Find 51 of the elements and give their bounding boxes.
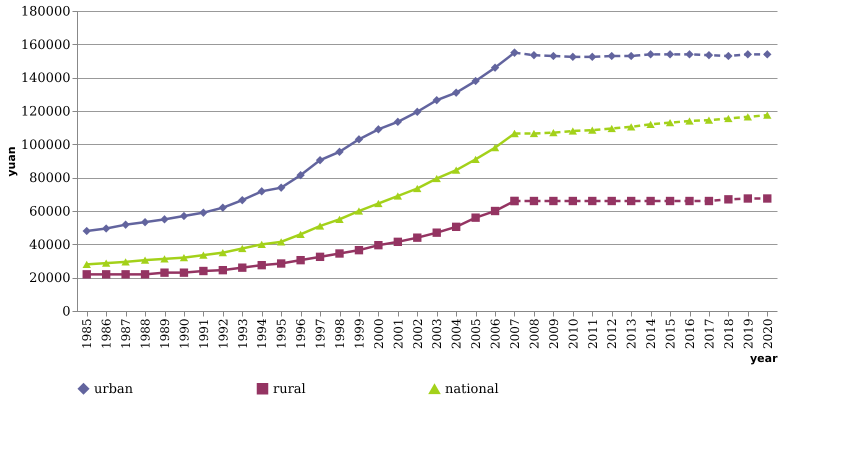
legend-label: urban	[94, 382, 134, 397]
x-tick-label: 1990	[177, 318, 192, 350]
x-tick-label: 2014	[644, 318, 658, 350]
x-tick-label: 1997	[314, 318, 328, 350]
y-tick-label: 140000	[20, 71, 70, 86]
x-tick-label: 1989	[158, 318, 172, 350]
x-tick-label: 2003	[430, 318, 444, 350]
x-tick-label: 2007	[508, 318, 522, 350]
x-tick-label: 1988	[138, 318, 153, 350]
x-tick-label: 2006	[488, 318, 503, 350]
x-tick-label: 2015	[664, 318, 678, 350]
x-tick-label: 1991	[196, 318, 211, 350]
legend-label: national	[445, 382, 499, 398]
y-tick-label: 80000	[29, 171, 70, 186]
x-tick-label: 2013	[624, 318, 639, 350]
x-tick-label: 1996	[294, 318, 308, 350]
y-tick-label: 40000	[29, 238, 70, 253]
x-tick-label: 1985	[80, 318, 94, 350]
x-tick-label: 1992	[216, 318, 230, 350]
x-tick-label: 1986	[100, 318, 114, 350]
x-axis-title: year	[750, 352, 778, 366]
x-tick-label: 2010	[566, 318, 580, 350]
y-tick-label: 100000	[20, 138, 70, 153]
y-tick-label: 60000	[29, 204, 70, 220]
x-tick-label: 2004	[450, 318, 464, 350]
x-tick-label: 1995	[274, 318, 289, 350]
x-tick-label: 2020	[760, 318, 775, 350]
x-tick-label: 1987	[119, 318, 134, 350]
x-tick-label: 2011	[586, 318, 600, 350]
y-tick-label: 120000	[20, 104, 70, 120]
y-tick-label: 0	[62, 304, 70, 320]
x-tick-label: 2001	[391, 318, 406, 350]
x-tick-label: 2018	[722, 318, 736, 350]
y-axis-title: yuan	[4, 146, 18, 177]
x-tick-label: 2008	[527, 318, 542, 350]
x-tick-label: 1999	[352, 318, 366, 350]
x-tick-label: 2017	[702, 318, 716, 350]
x-tick-label: 1998	[333, 318, 347, 350]
legend-label: rural	[273, 382, 306, 397]
x-tick-label: 2012	[605, 318, 620, 350]
x-tick-label: 2009	[546, 318, 561, 350]
x-tick-label: 1993	[236, 318, 250, 350]
x-tick-label: 2016	[683, 318, 697, 350]
y-tick-label: 20000	[29, 271, 70, 286]
x-tick-label: 1994	[255, 318, 270, 350]
x-tick-label: 2019	[741, 318, 756, 350]
y-tick-label: 180000	[20, 4, 70, 20]
x-tick-label: 2002	[410, 318, 425, 350]
x-tick-label: 2005	[469, 318, 484, 350]
x-tick-label: 2000	[372, 318, 386, 350]
y-tick-label: 160000	[20, 38, 70, 53]
